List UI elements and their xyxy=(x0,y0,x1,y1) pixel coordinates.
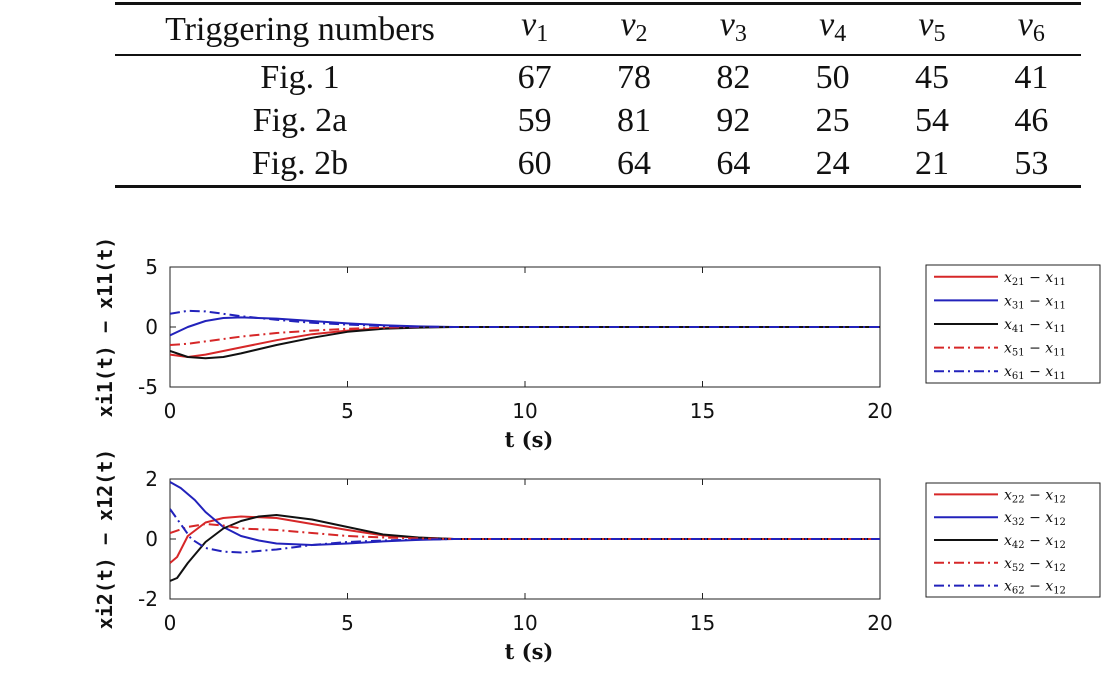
table-cell: 67 xyxy=(517,58,552,96)
table-cell: 24 xyxy=(815,144,850,182)
legend-label: x21 − x11 xyxy=(1004,270,1066,288)
series-line xyxy=(170,326,880,358)
x-tick-label: 10 xyxy=(512,611,537,635)
x-tick-label: 15 xyxy=(690,611,715,635)
table-cell: 45 xyxy=(914,58,949,96)
x-tick-label: 20 xyxy=(867,399,892,423)
y-tick-label: -2 xyxy=(138,587,158,611)
row-label: Fig. 1 xyxy=(260,58,340,96)
table-cell: 21 xyxy=(914,144,949,182)
table-row: Fig. 2a 59 81 92 25 54 46 xyxy=(115,99,1081,142)
row-label: Fig. 2b xyxy=(251,144,349,182)
x-tick-label: 5 xyxy=(341,611,354,635)
column-header-v6: v6 xyxy=(1017,6,1045,47)
table-cell: 46 xyxy=(1014,101,1049,139)
column-header-v1: v1 xyxy=(521,6,549,47)
legend-label: x31 − x11 xyxy=(1004,293,1066,311)
x-tick-label: 20 xyxy=(867,611,892,635)
series-line xyxy=(170,508,880,554)
x-axis-label: t (s) xyxy=(505,427,554,452)
table-header-label: Triggering numbers xyxy=(165,10,435,48)
x-tick-label: 10 xyxy=(512,399,537,423)
y-tick-label: 5 xyxy=(145,255,158,279)
table-cell: 81 xyxy=(616,101,651,139)
legend-label: x42 − x12 xyxy=(1004,533,1066,551)
y-tick-label: 0 xyxy=(145,315,158,339)
table-cell: 64 xyxy=(616,144,651,182)
table-cell: 25 xyxy=(815,101,850,139)
column-header-v5: v5 xyxy=(918,6,946,47)
column-header-v2: v2 xyxy=(620,6,648,47)
series-line xyxy=(170,481,880,546)
table-cell: 50 xyxy=(815,58,850,96)
series-line xyxy=(170,309,880,328)
table-row: Fig. 2b 60 64 64 24 21 53 xyxy=(115,142,1081,187)
legend-label: x62 − x12 xyxy=(1004,579,1066,597)
series-line xyxy=(170,326,880,360)
column-header-v4: v4 xyxy=(819,6,847,47)
table-cell: 92 xyxy=(716,101,751,139)
legend-label: x22 − x12 xyxy=(1004,487,1066,505)
table-header-row: Triggering numbers v1 v2 v3 v4 v5 v6 xyxy=(115,3,1081,55)
table-cell: 53 xyxy=(1014,144,1049,182)
series-line xyxy=(170,326,880,346)
table-row: Fig. 1 67 78 82 50 45 41 xyxy=(115,55,1081,99)
x-tick-label: 15 xyxy=(690,399,715,423)
y-axis-label: xi2(t) − x12(t) xyxy=(93,449,117,630)
x-tick-label: 5 xyxy=(341,399,354,423)
triggering-numbers-table: Triggering numbers v1 v2 v3 v4 v5 v6 Fig… xyxy=(115,2,1081,188)
x-tick-label: 0 xyxy=(164,611,177,635)
legend-label: x51 − x11 xyxy=(1004,341,1066,359)
y-tick-label: -5 xyxy=(138,375,158,399)
table-cell: 54 xyxy=(914,101,949,139)
column-header-v3: v3 xyxy=(719,6,747,47)
table-cell: 60 xyxy=(517,144,552,182)
y-tick-label: 0 xyxy=(145,527,158,551)
y-tick-label: 2 xyxy=(145,467,158,491)
legend-label: x52 − x12 xyxy=(1004,556,1066,574)
x-axis-label: t (s) xyxy=(505,639,554,664)
table-cell: 59 xyxy=(517,101,552,139)
legend-label: x41 − x11 xyxy=(1004,317,1066,335)
legend-label: x32 − x12 xyxy=(1004,510,1066,528)
x-tick-label: 0 xyxy=(164,399,177,423)
table-cell: 82 xyxy=(716,58,751,96)
legend-label: x61 − x11 xyxy=(1004,364,1066,382)
table-cell: 64 xyxy=(716,144,751,182)
series-line xyxy=(170,514,880,582)
row-label: Fig. 2a xyxy=(252,101,348,139)
series-line xyxy=(170,523,880,540)
table-cell: 41 xyxy=(1014,58,1049,96)
y-axis-label: xi1(t) − x11(t) xyxy=(93,237,117,418)
table-cell: 78 xyxy=(616,58,651,96)
